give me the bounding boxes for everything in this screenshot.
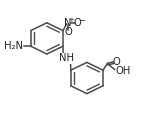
- Text: O: O: [112, 57, 120, 67]
- Text: O: O: [64, 27, 72, 37]
- Text: N: N: [64, 18, 72, 28]
- Text: −: −: [78, 16, 85, 25]
- Text: H₂N: H₂N: [4, 41, 23, 51]
- Text: NH: NH: [59, 53, 74, 63]
- Text: O: O: [74, 18, 82, 28]
- Text: OH: OH: [116, 66, 131, 76]
- Text: +: +: [69, 17, 74, 23]
